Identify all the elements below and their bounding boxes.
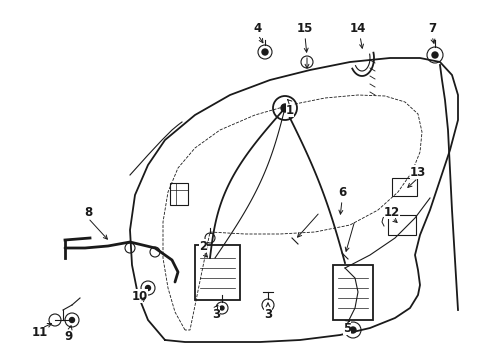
Circle shape [220,306,224,310]
Circle shape [146,285,150,291]
Bar [170,183,188,205]
Text: 7: 7 [428,22,436,35]
Bar [392,178,417,196]
Text: 1: 1 [286,104,294,117]
Text: 8: 8 [84,206,92,219]
Text: 15: 15 [297,22,313,35]
Circle shape [262,49,268,55]
Text: 2: 2 [199,239,207,252]
Text: 6: 6 [338,186,346,199]
Circle shape [350,327,356,333]
Text: 5: 5 [343,321,351,334]
Circle shape [432,52,438,58]
Circle shape [70,318,74,323]
Text: 3: 3 [212,307,220,320]
Text: 4: 4 [254,22,262,35]
Text: 11: 11 [32,325,48,338]
Text: 9: 9 [64,329,72,342]
Bar [195,245,240,300]
Bar [333,265,373,320]
Text: 10: 10 [132,289,148,302]
Text: 14: 14 [350,22,366,35]
Bar [388,215,416,235]
Text: 3: 3 [264,307,272,320]
Text: 13: 13 [410,166,426,179]
Text: 12: 12 [384,206,400,219]
Circle shape [281,104,289,112]
